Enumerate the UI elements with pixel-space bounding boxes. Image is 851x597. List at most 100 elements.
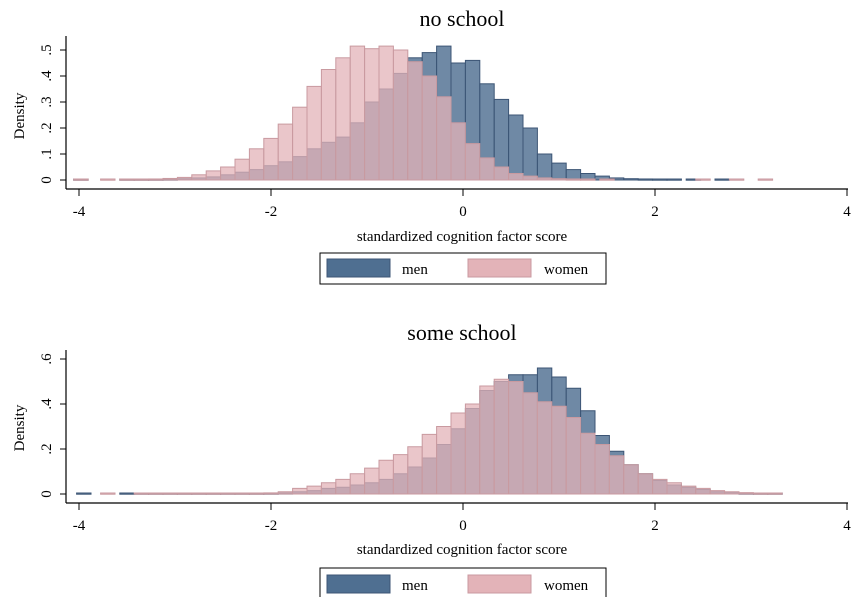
y-tick-label: .4 [39, 70, 55, 82]
panel-some-school: some school -4 -2 0 2 4 0 .2 .4 .6 Densi… [12, 320, 851, 597]
x-tick-label: -4 [73, 204, 86, 220]
bar-women [709, 490, 726, 495]
y-tick-label: 0 [39, 490, 55, 498]
bar-women [565, 417, 582, 495]
bar-women [421, 433, 438, 495]
x-axis-title: standardized cognition factor score [357, 229, 568, 245]
bar-women [292, 487, 308, 495]
x-tick-label: -4 [73, 518, 86, 534]
bar-women [695, 487, 711, 495]
bar-women [407, 446, 423, 495]
bar-women [364, 467, 380, 495]
bar-women [378, 459, 394, 495]
y-tick-label: .5 [39, 44, 55, 55]
bar-women [176, 492, 193, 495]
bar-women [680, 485, 697, 495]
x-tick-group: -4 -2 0 2 4 [73, 503, 851, 534]
panel-title: some school [407, 320, 516, 345]
bar-women [599, 178, 615, 181]
bar-women [148, 492, 164, 495]
x-tick-label: -2 [265, 204, 278, 220]
y-tick-group: 0 .1 .2 .3 .4 .5 [39, 44, 66, 184]
bar-women [191, 174, 207, 181]
bar-women [335, 478, 351, 495]
y-tick-group: 0 .2 .4 .6 [39, 353, 66, 498]
bar-men [666, 178, 682, 181]
bar-women [508, 173, 524, 181]
bar-women [277, 491, 294, 495]
x-tick-label: 2 [651, 204, 659, 220]
bar-women [100, 178, 116, 181]
x-tick-label: 4 [843, 204, 851, 220]
bar-women [565, 178, 582, 181]
legend-label-men: men [402, 262, 428, 278]
bar-men [623, 178, 639, 181]
bar-women [349, 473, 366, 495]
bar-women [493, 378, 510, 495]
bar-women [724, 491, 740, 495]
bar-women [320, 69, 337, 181]
bar-women [364, 48, 380, 181]
x-tick-label: 2 [651, 518, 659, 534]
bar-women [536, 177, 553, 181]
y-tick-label: .6 [39, 353, 55, 365]
bar-women [436, 426, 452, 495]
bar-women [608, 455, 625, 495]
bar-women [738, 492, 754, 495]
bar-women [522, 175, 538, 181]
bar-women [176, 176, 193, 181]
bar-women [392, 49, 409, 181]
bar-men [522, 127, 538, 181]
y-tick-label: .2 [39, 122, 55, 133]
bar-women [594, 444, 610, 495]
legend-label-women: women [544, 262, 589, 278]
bar-men [119, 492, 135, 495]
bar-women [637, 473, 654, 495]
bar-women [695, 178, 711, 181]
legend: men women [319, 567, 607, 597]
legend-swatch-women [467, 574, 532, 594]
bar-women [757, 178, 774, 181]
legend-swatch-women [467, 258, 532, 278]
x-tick-label: 0 [459, 518, 467, 534]
bar-women [162, 492, 178, 495]
bar-women [479, 157, 495, 181]
legend-label-men: men [402, 578, 428, 594]
bar-women [508, 381, 524, 495]
bar-men [637, 178, 654, 181]
x-tick-label: 0 [459, 204, 467, 220]
bar-women [551, 178, 567, 181]
bar-women [580, 432, 596, 495]
bar-women [378, 45, 394, 181]
y-tick-label: 0 [39, 176, 55, 184]
bar-women [522, 392, 538, 495]
bar-women [248, 492, 265, 495]
bar-women [248, 148, 265, 181]
bar-women [234, 492, 250, 495]
bar-women [580, 178, 596, 181]
bar-women [220, 166, 236, 181]
bar-men [652, 178, 668, 181]
bar-women [407, 61, 423, 181]
legend: men women [319, 252, 607, 285]
x-tick-label: -2 [265, 518, 278, 534]
bar-women [205, 170, 222, 181]
bar-women [421, 75, 438, 181]
bar-women [349, 45, 366, 181]
bar-women [464, 403, 481, 495]
bar-women [767, 492, 783, 495]
histogram-bars [73, 45, 774, 181]
bar-women [191, 492, 207, 495]
bar-women [436, 96, 452, 181]
bar-women [493, 166, 510, 181]
bar-women [728, 178, 745, 181]
legend-swatch-men [326, 574, 391, 594]
panel-no-school: no school -4 -2 0 2 4 0 .1 .2 .3 [12, 6, 851, 285]
bar-women [162, 177, 178, 181]
y-tick-label: .2 [39, 443, 55, 454]
x-tick-group: -4 -2 0 2 4 [73, 189, 851, 220]
bar-women [464, 143, 481, 181]
bar-women [335, 57, 351, 181]
bar-women [306, 485, 322, 495]
